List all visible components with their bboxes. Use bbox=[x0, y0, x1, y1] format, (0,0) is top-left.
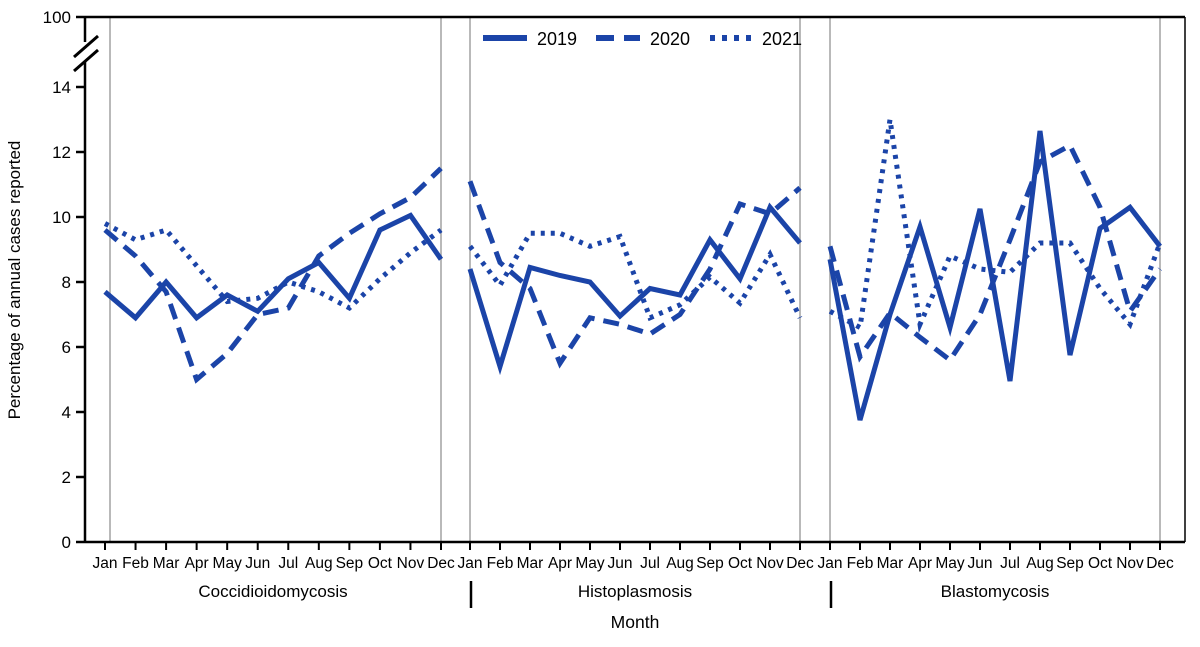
y-tick-label: 10 bbox=[52, 208, 71, 227]
month-label: Jun bbox=[245, 555, 270, 572]
month-label: Jul bbox=[278, 555, 298, 572]
month-label: Jan bbox=[818, 555, 843, 572]
x-axis-title: Month bbox=[611, 612, 660, 632]
y-axis-title: Percentage of annual cases reported bbox=[5, 141, 24, 420]
series-line-2020-histoplasmosis bbox=[467, 180, 802, 369]
month-label: Feb bbox=[487, 555, 514, 572]
series-line-2021-coccidioidomycosis bbox=[103, 221, 443, 312]
legend-label-2019: 2019 bbox=[537, 29, 577, 49]
month-label: Nov bbox=[397, 555, 425, 572]
month-label: Oct bbox=[728, 555, 753, 572]
y-tick-label: 4 bbox=[62, 403, 71, 422]
month-label: Dec bbox=[427, 555, 455, 572]
month-label: Mar bbox=[877, 555, 904, 572]
month-label: Jan bbox=[458, 555, 483, 572]
month-label: Jul bbox=[640, 555, 660, 572]
y-tick-label-100: 100 bbox=[43, 8, 71, 27]
panel-label-histoplasmosis: Histoplasmosis bbox=[578, 582, 692, 601]
month-label: Jul bbox=[1000, 555, 1020, 572]
month-label: May bbox=[213, 555, 243, 572]
legend-label-2021: 2021 bbox=[762, 29, 802, 49]
legend-label-2020: 2020 bbox=[650, 29, 690, 49]
month-label: Apr bbox=[908, 555, 932, 572]
month-label: Jan bbox=[93, 555, 118, 572]
y-tick-label: 0 bbox=[62, 533, 71, 552]
month-label: Feb bbox=[122, 555, 149, 572]
month-label: Aug bbox=[305, 555, 333, 572]
series-line-2021-histoplasmosis bbox=[468, 230, 803, 322]
month-label: Nov bbox=[756, 555, 784, 572]
month-label: Oct bbox=[1088, 555, 1113, 572]
month-label: Apr bbox=[548, 555, 572, 572]
month-label: Apr bbox=[185, 555, 209, 572]
y-tick-label: 2 bbox=[62, 468, 71, 487]
y-tick-label: 8 bbox=[62, 273, 71, 292]
y-tick-label: 12 bbox=[52, 143, 71, 162]
month-label: Sep bbox=[1056, 555, 1084, 572]
month-label: Dec bbox=[786, 555, 814, 572]
month-label: May bbox=[935, 555, 965, 572]
series-line-2020-blastomycosis bbox=[827, 142, 1163, 364]
month-label: Aug bbox=[1026, 555, 1054, 572]
month-label: Sep bbox=[336, 555, 364, 572]
month-label: Aug bbox=[666, 555, 694, 572]
month-label: Feb bbox=[847, 555, 874, 572]
axis-break-slash bbox=[73, 48, 99, 73]
series-line-2019-histoplasmosis bbox=[467, 202, 802, 376]
month-label: Nov bbox=[1116, 555, 1144, 572]
month-label: Oct bbox=[368, 555, 393, 572]
month-label: May bbox=[575, 555, 605, 572]
month-label: Mar bbox=[517, 555, 544, 572]
month-label: Mar bbox=[153, 555, 180, 572]
axis-break-slash bbox=[73, 34, 99, 59]
series-line-2020-coccidioidomycosis bbox=[103, 166, 443, 384]
y-tick-label: 6 bbox=[62, 338, 71, 357]
y-tick-label: 14 bbox=[52, 78, 71, 97]
month-label: Dec bbox=[1146, 555, 1174, 572]
panel-label-coccidioidomycosis: Coccidioidomycosis bbox=[198, 582, 347, 601]
month-label: Sep bbox=[696, 555, 724, 572]
panel-label-blastomycosis: Blastomycosis bbox=[941, 582, 1050, 601]
month-label: Jun bbox=[968, 555, 993, 572]
month-label: Jun bbox=[608, 555, 633, 572]
series-line-2021-blastomycosis bbox=[828, 119, 1163, 334]
